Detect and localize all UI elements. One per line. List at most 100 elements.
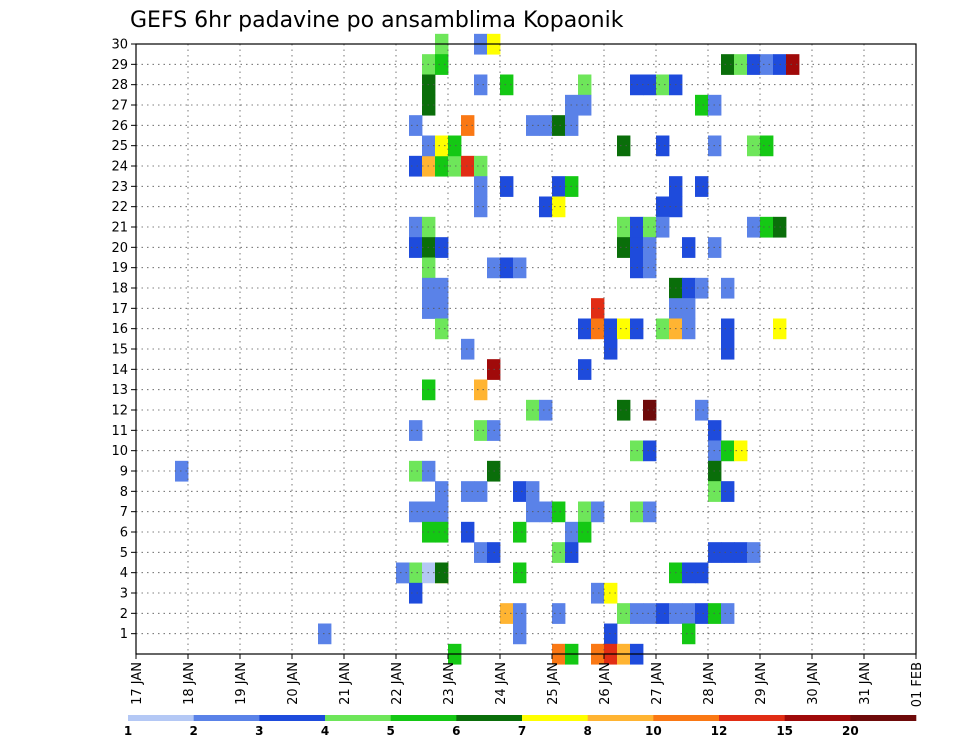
precip-cell xyxy=(643,399,657,421)
precip-cell xyxy=(760,216,774,238)
precip-cell xyxy=(409,562,423,584)
precip-cell xyxy=(617,216,631,238)
y-tick-label: 16 xyxy=(111,322,128,337)
precip-cell xyxy=(474,176,488,197)
y-tick-label: 8 xyxy=(120,485,128,500)
precip-cell xyxy=(682,318,696,340)
precip-cell xyxy=(682,623,696,645)
precip-cell xyxy=(474,542,488,563)
precip-cell xyxy=(578,521,592,543)
legend-swatch xyxy=(522,715,588,721)
y-tick-label: 12 xyxy=(111,404,128,419)
y-tick-label: 7 xyxy=(120,505,128,520)
precip-cell xyxy=(695,94,709,116)
precip-cell xyxy=(435,318,449,340)
y-tick-label: 4 xyxy=(120,566,128,581)
precip-cell xyxy=(396,562,410,584)
precip-cell xyxy=(474,155,488,177)
precip-cell xyxy=(656,603,670,624)
precip-cell xyxy=(747,542,761,563)
x-tick-label: 01 FEB xyxy=(910,662,925,707)
precip-cell xyxy=(552,196,566,218)
y-tick-label: 9 xyxy=(120,465,128,480)
precip-cell xyxy=(617,318,631,340)
legend-label: 20 xyxy=(842,724,859,738)
precip-cell xyxy=(539,115,553,136)
precip-cell xyxy=(682,298,696,319)
precip-cell xyxy=(695,399,709,421)
y-tick-label: 18 xyxy=(111,282,128,297)
precip-cell xyxy=(435,521,449,543)
y-tick-label: 13 xyxy=(111,383,128,398)
precip-cell xyxy=(682,237,696,258)
legend-label: 12 xyxy=(711,724,728,738)
precip-cell xyxy=(695,277,709,299)
y-tick-label: 20 xyxy=(111,241,128,256)
precip-cell xyxy=(591,582,605,604)
precip-cell xyxy=(747,135,761,157)
legend-swatch xyxy=(587,715,654,721)
legend-swatch xyxy=(259,715,326,721)
precip-cell xyxy=(734,542,748,563)
precip-cell xyxy=(721,54,735,75)
y-tick-label: 21 xyxy=(111,221,128,236)
precip-cell xyxy=(435,501,449,523)
precip-cell xyxy=(513,481,527,502)
precip-cell xyxy=(552,115,566,136)
precip-cell xyxy=(643,216,657,238)
precip-cell xyxy=(513,521,527,543)
precip-cell xyxy=(409,501,423,523)
precip-cell xyxy=(435,481,449,502)
precip-cell xyxy=(435,298,449,319)
precip-cell xyxy=(578,318,592,340)
precip-cell xyxy=(435,562,449,584)
x-tick-label: 19 JAN xyxy=(234,662,249,705)
precip-cell xyxy=(604,338,618,360)
precip-cell xyxy=(500,176,514,197)
y-tick-label: 29 xyxy=(111,58,128,73)
x-tick-label: 29 JAN xyxy=(754,662,769,705)
y-tick-label: 15 xyxy=(111,343,128,358)
precip-cell xyxy=(656,135,670,157)
precip-cell xyxy=(591,298,605,319)
legend-swatch xyxy=(850,715,917,721)
y-tick-label: 10 xyxy=(111,444,128,459)
precip-cell xyxy=(435,155,449,177)
precip-cell xyxy=(513,623,527,645)
precip-cell xyxy=(435,277,449,299)
precip-cell xyxy=(539,196,553,218)
precip-cell xyxy=(539,501,553,523)
legend-swatch xyxy=(390,715,457,721)
precip-cell xyxy=(682,603,696,624)
y-tick-label: 2 xyxy=(120,607,128,622)
precip-cell xyxy=(721,277,735,299)
legend-label: 7 xyxy=(518,724,526,738)
precip-cell xyxy=(786,54,800,75)
precip-cell xyxy=(682,277,696,299)
precip-cell xyxy=(617,399,631,421)
precip-cell xyxy=(578,94,592,116)
precip-cell xyxy=(474,420,488,441)
precip-cell xyxy=(435,54,449,75)
precip-cell xyxy=(617,135,631,157)
precip-cell xyxy=(643,257,657,279)
x-tick-label: 27 JAN xyxy=(650,662,665,705)
y-tick-label: 3 xyxy=(120,587,128,602)
legend-label: 2 xyxy=(189,724,197,738)
precip-cell xyxy=(500,257,514,279)
y-tick-label: 25 xyxy=(111,139,128,154)
precip-cell xyxy=(409,216,423,238)
precip-cell xyxy=(643,74,657,96)
precip-cell xyxy=(409,155,423,177)
y-tick-label: 24 xyxy=(111,160,128,175)
precip-cell xyxy=(500,74,514,96)
x-tick-label: 18 JAN xyxy=(182,662,197,705)
legend-swatch xyxy=(128,715,194,721)
y-tick-label: 17 xyxy=(111,302,128,317)
x-axis: 17 JAN 18 JAN 19 JAN 20 JAN 21 JAN 22 JAN 23 J… xyxy=(130,654,925,707)
grid-layer xyxy=(136,44,916,654)
y-tick-label: 11 xyxy=(111,424,128,439)
precip-cell xyxy=(604,623,618,645)
y-tick-label: 6 xyxy=(120,526,128,541)
precip-cell xyxy=(734,440,748,462)
